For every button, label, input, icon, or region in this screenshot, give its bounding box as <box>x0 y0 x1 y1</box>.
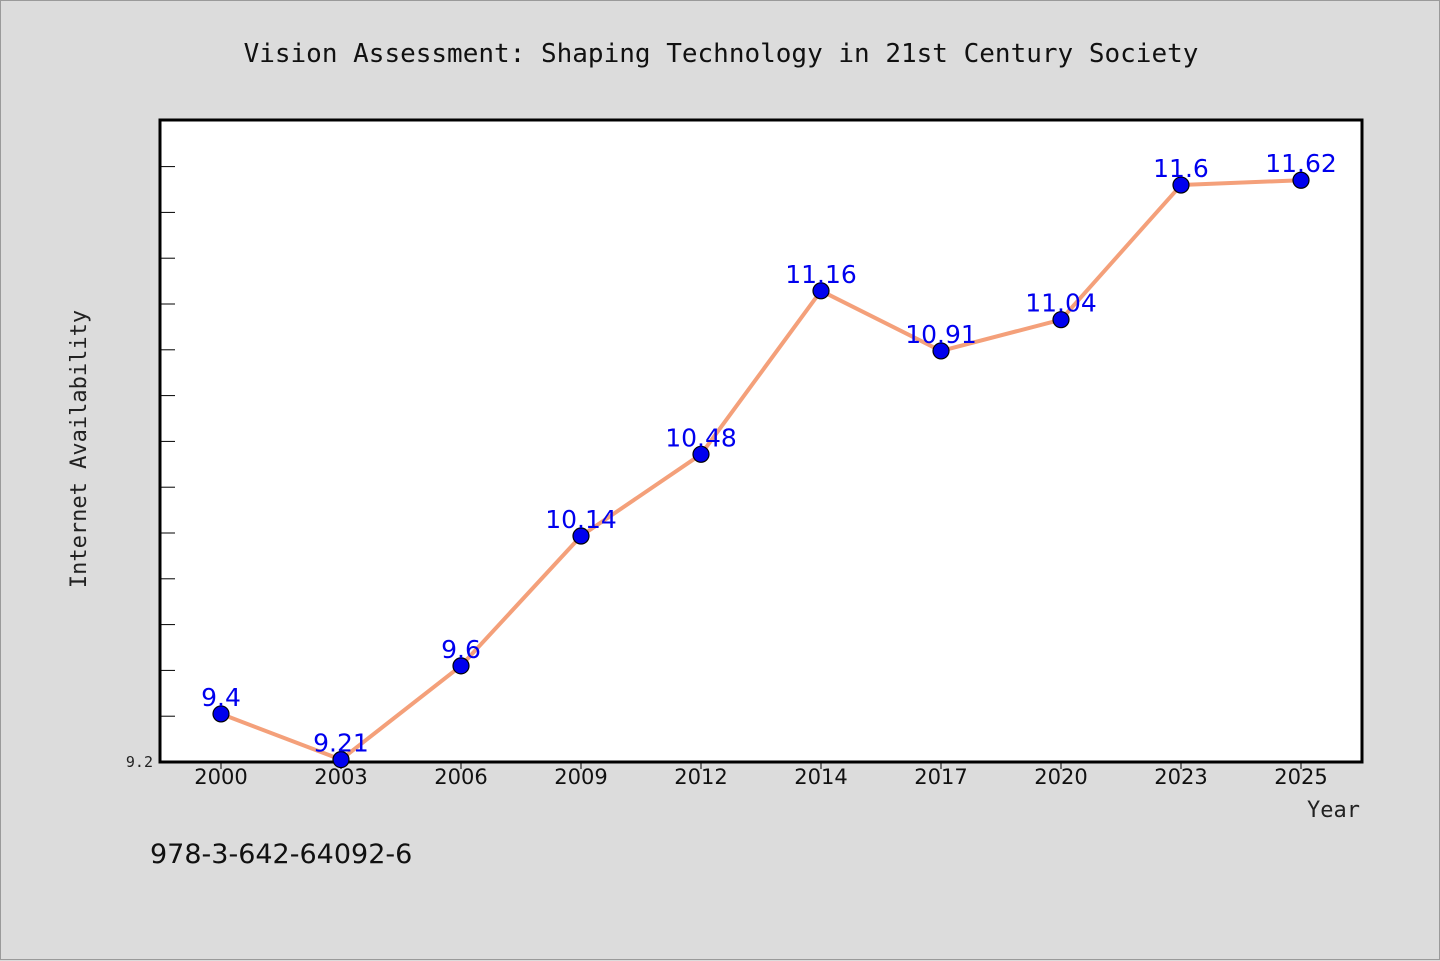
data-point <box>572 527 590 545</box>
data-markers <box>212 171 1310 769</box>
y-tick-label: 9.2 <box>126 753 153 771</box>
data-point <box>812 282 830 300</box>
data-point <box>932 342 950 360</box>
data-labels: 9.4 9.21 9.6 10.14 10.48 11.16 10.91 11.04 11.6 1… <box>201 149 1337 757</box>
x-axis-ticks <box>220 762 1302 769</box>
data-label: 10.14 <box>545 505 617 534</box>
x-tick-label: 2023 <box>1154 765 1207 789</box>
x-tick-label: 2012 <box>674 765 727 789</box>
data-point <box>1052 311 1070 329</box>
data-point <box>692 445 710 463</box>
x-tick-label: 2020 <box>1034 765 1087 789</box>
data-label: 11.04 <box>1025 289 1097 318</box>
x-tick-label: 2014 <box>794 765 847 789</box>
x-tick-label: 2025 <box>1274 765 1327 789</box>
series-line <box>220 178 1302 762</box>
x-tick-label: 2017 <box>914 765 967 789</box>
data-point <box>452 657 470 675</box>
y-axis-ticks <box>160 166 175 763</box>
data-point <box>1292 171 1310 189</box>
x-tick-label: 2009 <box>554 765 607 789</box>
x-tick-label: 2006 <box>434 765 487 789</box>
data-label: 11.16 <box>785 260 857 289</box>
isbn-footer: 978-3-642-64092-6 <box>150 839 412 870</box>
chart-title: Vision Assessment: Shaping Technology in… <box>244 39 1199 69</box>
data-point <box>1172 176 1190 194</box>
data-label: 10.48 <box>665 423 737 452</box>
data-label: 9.4 <box>201 683 241 712</box>
data-label: 9.6 <box>441 635 481 664</box>
data-label: 10.91 <box>905 320 977 349</box>
data-label: 9.21 <box>313 729 369 758</box>
x-tick-labels: 2000 2003 2006 2009 2012 2014 2017 2020 2023 2025 <box>194 765 1327 789</box>
x-axis-label: Year <box>1307 798 1360 823</box>
data-point <box>332 750 350 769</box>
plot-area <box>158 118 1364 764</box>
y-axis-label: Internet Availability <box>67 310 92 588</box>
data-point <box>212 705 230 723</box>
x-tick-label: 2003 <box>314 765 367 789</box>
data-label: 11.6 <box>1153 154 1209 183</box>
x-tick-label: 2000 <box>194 765 247 789</box>
data-label: 11.62 <box>1265 149 1337 178</box>
